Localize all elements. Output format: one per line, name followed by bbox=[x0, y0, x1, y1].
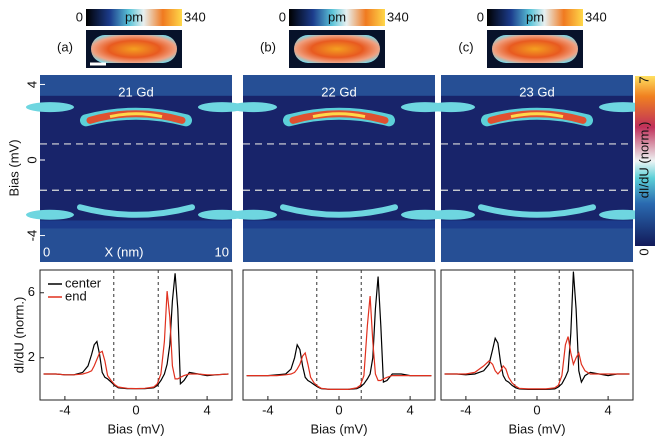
topography-molecule bbox=[294, 35, 380, 63]
map-band bbox=[243, 228, 435, 262]
topo-colorbar-tick: 340 bbox=[387, 9, 409, 24]
y-tick-label: 0 bbox=[24, 156, 39, 163]
map-feature bbox=[77, 204, 195, 218]
plot-frame bbox=[440, 269, 634, 401]
topo-colorbar-unit: pm bbox=[328, 9, 346, 24]
topo-colorbar bbox=[487, 9, 583, 26]
map-feature bbox=[427, 209, 475, 220]
data-line bbox=[444, 336, 630, 390]
x-tick-label: -4 bbox=[460, 402, 472, 417]
data-line bbox=[43, 291, 229, 390]
x-tick-label: 0 bbox=[533, 402, 540, 417]
map-band bbox=[40, 220, 232, 229]
panel-label: (b) bbox=[260, 39, 276, 54]
panel-label: (c) bbox=[458, 39, 473, 54]
colorbar-tick: 7 bbox=[636, 76, 651, 83]
colorbar-tick: 0 bbox=[636, 248, 651, 255]
x-tick-label: -4 bbox=[59, 402, 71, 417]
map-band bbox=[441, 228, 633, 262]
map-band bbox=[243, 75, 435, 96]
topo-colorbar-tick: 0 bbox=[76, 9, 83, 24]
map-feature bbox=[229, 102, 277, 113]
didv-map bbox=[229, 75, 449, 262]
x-tick-label: 4 bbox=[604, 402, 611, 417]
x-tick-label: 10 bbox=[215, 244, 229, 259]
map-band bbox=[40, 228, 232, 262]
map-colorbar bbox=[635, 76, 655, 246]
topo-colorbar-unit: pm bbox=[125, 9, 143, 24]
y-tick-label: 6 bbox=[28, 284, 35, 299]
x-tick-label: -4 bbox=[262, 402, 274, 417]
map-feature bbox=[109, 112, 163, 119]
map-feature bbox=[510, 112, 564, 119]
didv-map bbox=[26, 75, 246, 262]
topo-colorbar-tick: 0 bbox=[279, 9, 286, 24]
didv-map bbox=[427, 75, 647, 262]
map-band bbox=[441, 75, 633, 96]
map-x-label: X (nm) bbox=[105, 244, 144, 259]
map-title: 22 Gd bbox=[321, 84, 356, 99]
panel-label: (a) bbox=[57, 39, 73, 54]
plot-frame bbox=[242, 269, 436, 401]
map-band bbox=[243, 220, 435, 229]
topography-molecule bbox=[91, 35, 177, 63]
map-feature bbox=[312, 112, 366, 119]
map-feature bbox=[26, 102, 74, 113]
legend-label: center bbox=[65, 275, 102, 290]
y-axis-label: Bias (mV) bbox=[6, 139, 21, 196]
data-line bbox=[246, 276, 432, 390]
y-tick-label: 2 bbox=[28, 349, 35, 364]
map-feature bbox=[478, 204, 596, 218]
topo-colorbar-tick: 340 bbox=[184, 9, 206, 24]
x-axis-label: Bias (mV) bbox=[310, 421, 367, 436]
x-tick-label: 0 bbox=[132, 402, 139, 417]
map-band bbox=[441, 220, 633, 229]
topo-colorbar bbox=[289, 9, 385, 26]
topo-colorbar-tick: 0 bbox=[477, 9, 484, 24]
x-axis-label: Bias (mV) bbox=[508, 421, 565, 436]
colorbar-label: dI/dU (norm.) bbox=[636, 122, 651, 199]
topo-colorbar bbox=[86, 9, 182, 26]
map-feature bbox=[26, 209, 74, 220]
x-tick-label: 4 bbox=[203, 402, 210, 417]
map-title: 21 Gd bbox=[118, 84, 153, 99]
topography-molecule bbox=[492, 35, 578, 63]
topo-colorbar-unit: pm bbox=[526, 9, 544, 24]
map-band bbox=[40, 75, 232, 96]
x-tick-label: 0 bbox=[43, 244, 50, 259]
x-tick-label: 4 bbox=[406, 402, 413, 417]
x-tick-label: 0 bbox=[335, 402, 342, 417]
y-axis-label: dI/dU (norm.) bbox=[11, 297, 26, 374]
data-line bbox=[444, 271, 630, 390]
x-axis-label: Bias (mV) bbox=[107, 421, 164, 436]
topo-colorbar-tick: 340 bbox=[585, 9, 607, 24]
legend-label: end bbox=[65, 288, 87, 303]
map-feature bbox=[229, 209, 277, 220]
data-line bbox=[246, 295, 432, 390]
map-feature bbox=[427, 102, 475, 113]
map-feature bbox=[280, 204, 398, 218]
y-tick-label: -4 bbox=[24, 230, 39, 242]
map-title: 23 Gd bbox=[519, 84, 554, 99]
y-tick-label: 4 bbox=[24, 81, 39, 88]
